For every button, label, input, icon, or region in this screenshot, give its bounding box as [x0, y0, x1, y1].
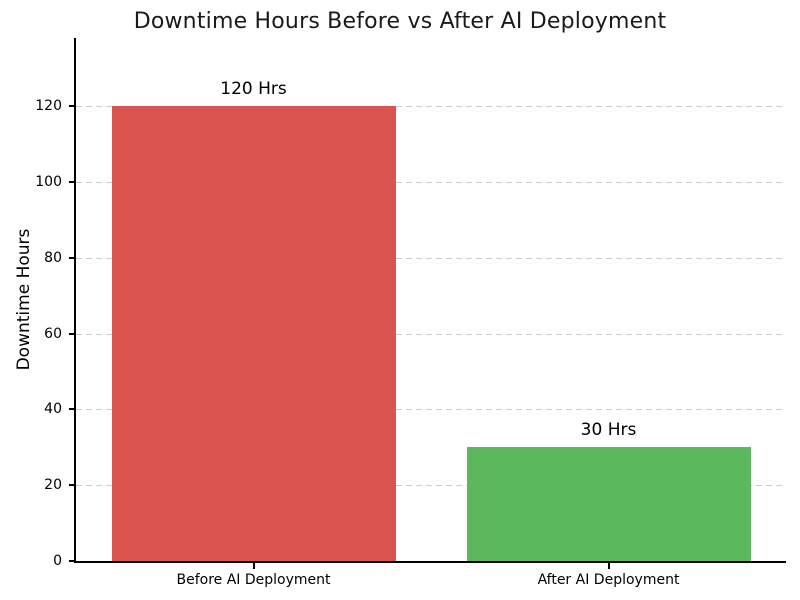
y-tick-mark-100 — [69, 181, 76, 183]
bar-value-label-0: 120 Hrs — [220, 79, 287, 100]
bar-1 — [466, 447, 751, 561]
gridline-60 — [76, 333, 786, 335]
y-tick-mark-20 — [69, 484, 76, 487]
x-tick-label-1: After AI Deployment — [537, 572, 680, 588]
y-tick-label-40: 40 — [44, 401, 62, 418]
y-tick-mark-0 — [69, 560, 76, 562]
bar-value-label-1: 30 Hrs — [580, 420, 637, 441]
y-tick-label-60: 60 — [44, 325, 62, 342]
y-tick-label-120: 120 — [35, 98, 62, 115]
y-tick-mark-120 — [69, 105, 76, 108]
y-tick-label-100: 100 — [35, 174, 62, 190]
chart-title: Downtime Hours Before vs After AI Deploy… — [133, 9, 667, 34]
x-tick-label-0: Before AI Deployment — [176, 572, 331, 588]
y-tick-mark-40 — [69, 408, 76, 411]
y-tick-label-0: 0 — [53, 553, 62, 569]
x-tick-mark-1 — [607, 563, 610, 569]
y-tick-mark-60 — [69, 332, 76, 335]
y-tick-label-20: 20 — [44, 477, 62, 494]
gridline-100 — [76, 182, 786, 183]
y-tick-mark-80 — [69, 256, 76, 259]
x-axis-spine — [74, 561, 786, 563]
bar-0 — [111, 106, 396, 561]
gridline-40 — [76, 409, 786, 411]
y-axis-spine — [74, 38, 76, 563]
x-tick-mark-0 — [252, 563, 255, 569]
plot-area: 120 Hrs Before AI Deployment 30 Hrs After A… — [35, 38, 786, 588]
gridline-20 — [76, 485, 786, 487]
y-tick-label-80: 80 — [44, 249, 62, 266]
gridline-120 — [76, 106, 786, 108]
gridline-80 — [76, 257, 786, 259]
